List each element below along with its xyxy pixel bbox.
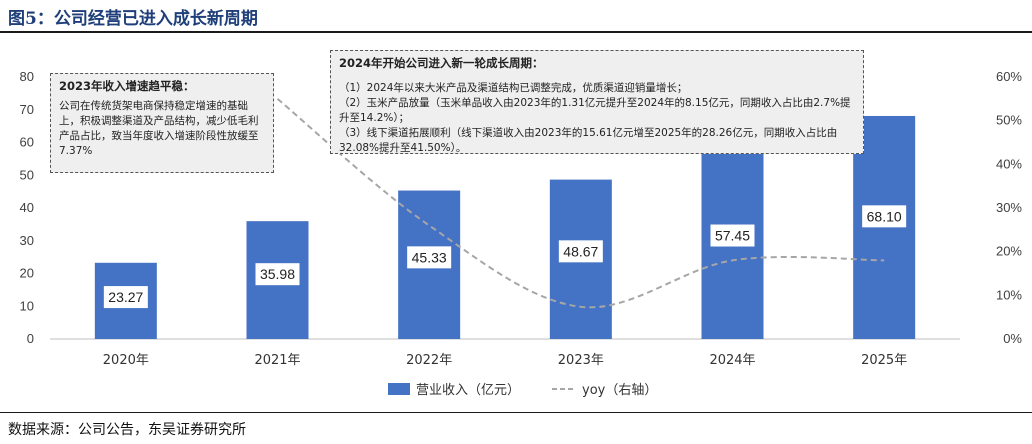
- x-category-label: 2025年: [861, 353, 907, 368]
- bar-value-label-box: [710, 224, 755, 247]
- legend-swatch-revenue: [388, 383, 410, 395]
- legend: 营业收入（亿元） yoy（右轴）: [388, 383, 657, 398]
- annotation-2024-point-3: （3）线下渠道拓展顺利（线下渠道收入由2023年的15.61亿元增至2025年的…: [339, 127, 838, 154]
- y-left-tick-label: 60: [20, 135, 34, 150]
- legend-label-revenue: 营业收入（亿元）: [416, 383, 520, 398]
- annotation-2023-body: 公司在传统货架电商保持稳定增速的基础上，积极调整渠道及产品结构，减少低毛利产品占…: [59, 100, 259, 157]
- y-left-tick-label: 10: [20, 298, 34, 313]
- y-left-tick-label: 20: [20, 266, 34, 281]
- y-left-tick-label: 70: [20, 102, 34, 117]
- bar-value-label-box: [862, 205, 907, 228]
- bar-value-label: 35.98: [260, 266, 295, 282]
- figure-title: 图5：公司经营已进入成长新周期: [8, 9, 258, 29]
- bar-value-label-box: [558, 240, 603, 263]
- y-right-tick-label: 40%: [996, 156, 1022, 171]
- source-divider: [0, 412, 1032, 413]
- annotation-2024-point-2: （2）玉米产品放量（玉米单品收入由2023年的1.31亿元提升至2024年的8.…: [339, 97, 851, 124]
- annotation-2023-title: 2023年收入增速趋平稳：: [59, 79, 195, 93]
- bar-value-label: 45.33: [412, 249, 447, 265]
- annotation-2024-title: 2024年开始公司进入新一轮成长周期：: [339, 56, 544, 70]
- y-left-tick-label: 80: [20, 69, 34, 84]
- bar-value-label: 57.45: [715, 228, 750, 244]
- y-right-tick-label: 10%: [996, 287, 1022, 302]
- x-category-label: 2024年: [709, 353, 755, 368]
- x-category-label: 2023年: [558, 353, 604, 368]
- title-divider: [0, 31, 1032, 33]
- bar-value-label-box: [103, 286, 148, 309]
- y-right-tick-label: 0%: [1003, 331, 1022, 346]
- bar-value-label-box: [255, 263, 300, 286]
- x-category-label: 2021年: [254, 353, 300, 368]
- annotation-box-2024: 2024年开始公司进入新一轮成长周期： （1）2024年以来大米产品及渠道结构已…: [330, 50, 864, 154]
- y-right-tick-label: 20%: [996, 244, 1022, 259]
- y-right-tick-label: 60%: [996, 69, 1022, 84]
- annotation-2024-body: （1）2024年以来大米产品及渠道结构已调整完成，优质渠道迎销量增长； （2）玉…: [339, 81, 855, 156]
- x-category-label: 2022年: [406, 353, 452, 368]
- y-left-tick-label: 50: [20, 167, 34, 182]
- bar-value-labels: 23.27 35.98 45.33 48.67 57.45 68.10: [103, 205, 907, 309]
- revenue-chart: 0 10 20 30 40 50 60 70 80 0% 10% 20% 30% 40% 50% 60% 202…: [20, 69, 1023, 398]
- axes-layer: 0 10 20 30 40 50 60 70 80 0% 10% 20% 30% 40% 50% 60% 202…: [20, 69, 1023, 368]
- y-left-tick-label: 0: [27, 331, 34, 346]
- y-left-tick-label: 40: [20, 200, 34, 215]
- bar-value-label: 48.67: [563, 243, 598, 259]
- yoy-line-layer: [276, 98, 885, 309]
- annotation-2024-point-1: （1）2024年以来大米产品及渠道结构已调整完成，优质渠道迎销量增长；: [339, 82, 688, 94]
- y-right-tick-label: 30%: [996, 200, 1022, 215]
- y-right-tick-label: 50%: [996, 113, 1022, 128]
- legend-label-yoy: yoy（右轴）: [582, 383, 657, 398]
- yoy-line: [276, 98, 885, 309]
- bar-value-label: 23.27: [108, 289, 143, 305]
- y-left-tick-label: 30: [20, 233, 34, 248]
- annotation-box-2023: 2023年收入增速趋平稳： 公司在传统货架电商保持稳定增速的基础上，积极调整渠道…: [50, 73, 274, 173]
- bar-value-label: 68.10: [867, 208, 902, 224]
- x-category-label: 2020年: [103, 353, 149, 368]
- bar-value-label-box: [407, 246, 452, 269]
- source-note: 数据来源：公司公告，东吴证券研究所: [8, 422, 246, 438]
